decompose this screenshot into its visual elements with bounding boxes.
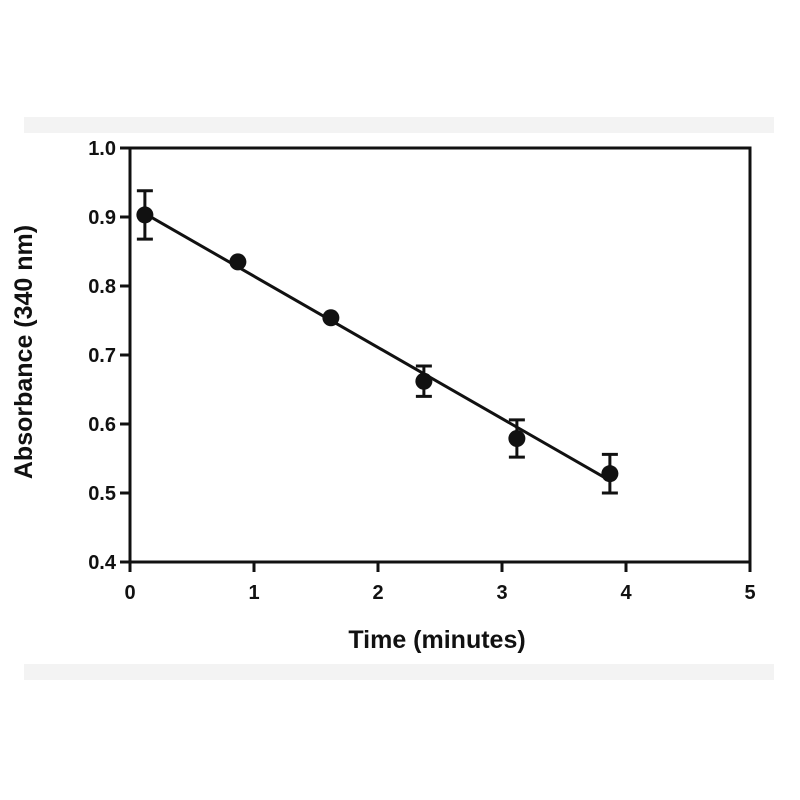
data-point bbox=[136, 206, 154, 224]
x-tick-label: 2 bbox=[372, 582, 383, 604]
y-axis-label: Absorbance (340 nm) bbox=[10, 225, 38, 479]
x-axis-label: Time (minutes) bbox=[348, 626, 525, 654]
x-tick-label: 5 bbox=[744, 582, 755, 604]
bottom-divider-band bbox=[24, 664, 774, 680]
y-tick-label: 0.5 bbox=[88, 483, 116, 505]
plot-frame bbox=[128, 146, 752, 564]
x-tick-label: 3 bbox=[496, 582, 507, 604]
y-tick-label: 0.4 bbox=[88, 552, 117, 574]
y-tick-label: 0.9 bbox=[88, 207, 116, 229]
data-point bbox=[601, 465, 619, 483]
top-divider-band bbox=[24, 117, 774, 133]
x-axis: 0 1 2 3 4 5 bbox=[124, 562, 756, 604]
y-tick-label: 0.7 bbox=[88, 345, 116, 367]
data-point bbox=[415, 372, 433, 390]
data-point bbox=[322, 309, 340, 327]
x-tick-label: 0 bbox=[124, 582, 135, 604]
y-axis: 0.4 0.5 0.6 0.7 0.8 0.9 1.0 bbox=[88, 138, 130, 574]
data-point bbox=[508, 429, 526, 447]
x-tick-label: 1 bbox=[248, 582, 259, 604]
fit-line-group bbox=[144, 212, 611, 482]
data-points bbox=[136, 189, 619, 495]
y-tick-label: 0.8 bbox=[88, 276, 116, 298]
x-tick-label: 4 bbox=[620, 582, 632, 604]
y-tick-label: 1.0 bbox=[88, 138, 116, 160]
regression-line bbox=[144, 212, 611, 482]
data-point bbox=[229, 253, 247, 271]
y-tick-label: 0.6 bbox=[88, 414, 116, 436]
